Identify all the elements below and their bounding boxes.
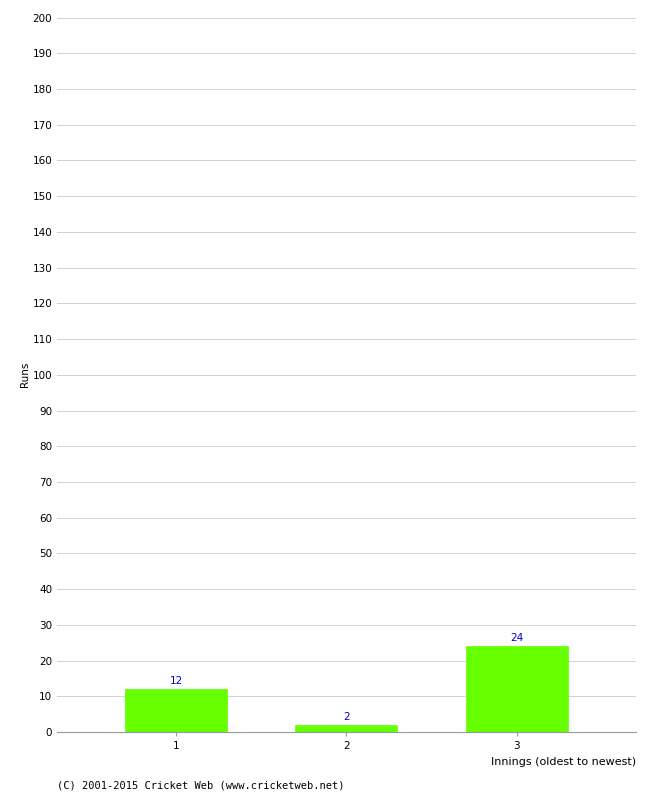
Y-axis label: Runs: Runs: [20, 362, 30, 387]
Text: 2: 2: [343, 712, 350, 722]
Text: (C) 2001-2015 Cricket Web (www.cricketweb.net): (C) 2001-2015 Cricket Web (www.cricketwe…: [57, 781, 344, 790]
Text: 24: 24: [510, 634, 523, 643]
Bar: [125, 689, 228, 732]
Bar: [465, 646, 567, 732]
Text: 12: 12: [170, 676, 183, 686]
Bar: [295, 725, 398, 732]
X-axis label: Innings (oldest to newest): Innings (oldest to newest): [491, 757, 636, 766]
